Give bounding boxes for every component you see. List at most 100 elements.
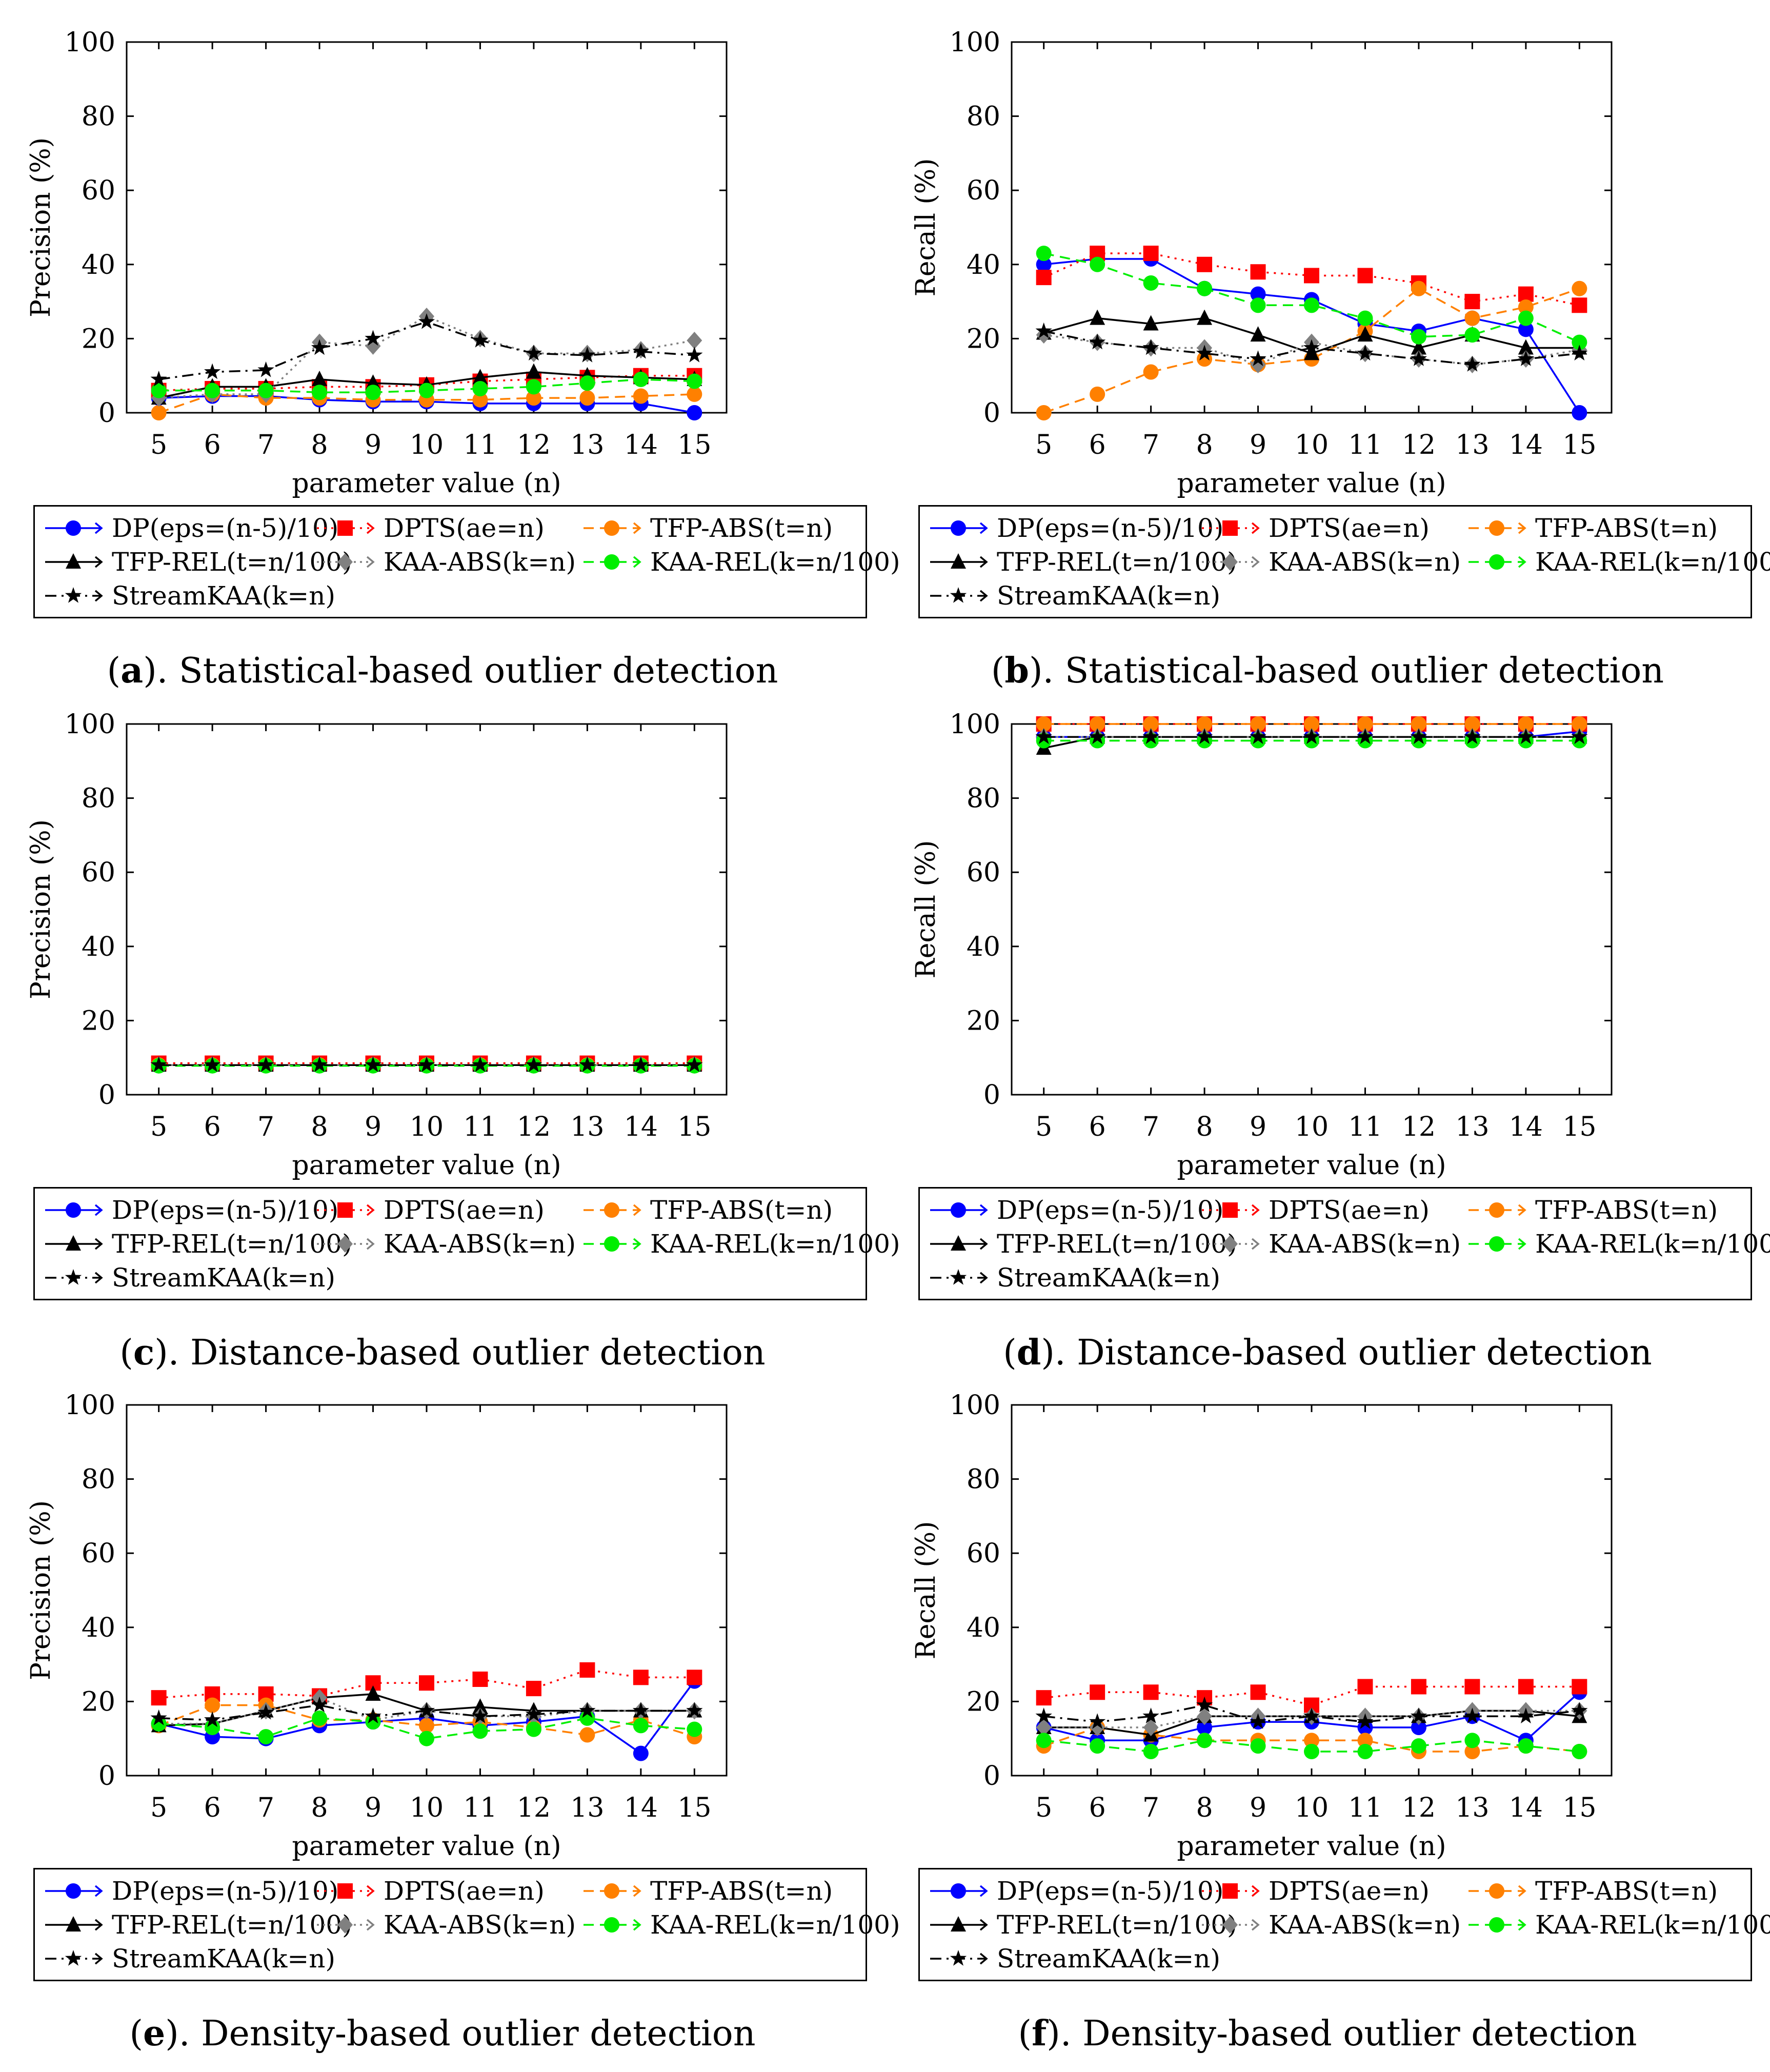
figure-caption: (b). Statistical-based outlier detection — [885, 650, 1770, 691]
legend-svg: DP(eps=(n-5)/10) DPTS(ae=n) TFP-ABS(t=n) TF… — [45, 1195, 900, 1293]
data-point-dpts — [1572, 1679, 1587, 1695]
legend-arrow-streamkaa — [94, 1272, 103, 1284]
chart-svg-d: 0 20 40 60 80 100 5 6 7 8 9 10 11 12 13 14 15 parameter v… — [911, 709, 1613, 1181]
data-point-dpts — [1464, 1679, 1480, 1695]
y-tick-label: 100 — [65, 27, 115, 58]
data-point-streamkaa — [1357, 728, 1374, 745]
series-streamkaa — [150, 1696, 703, 1727]
data-point-streamkaa — [686, 1056, 703, 1072]
data-point-kaarel — [151, 383, 167, 398]
caption-letter: a — [120, 650, 144, 691]
chart-panel-a: 0 20 40 60 80 100 5 6 7 8 9 10 11 12 13 14 15 parameter v… — [0, 0, 900, 691]
legend-label-tfprel: TFP-REL(t=n/100) — [997, 547, 1237, 577]
data-point-dp — [633, 1745, 649, 1761]
x-tick-label: 15 — [1562, 1112, 1596, 1142]
data-point-dp — [1197, 1720, 1213, 1736]
legend: DP(eps=(n-5)/10) DPTS(ae=n) TFP-ABS(t=n) TF… — [33, 505, 900, 618]
data-point-streamkaa — [150, 370, 167, 387]
data-point-streamkaa — [1089, 728, 1106, 745]
x-axis-label: parameter value (n) — [292, 1150, 561, 1181]
y-tick-label: 40 — [967, 1613, 1000, 1643]
data-point-streamkaa — [1464, 728, 1481, 745]
data-point-streamkaa — [1517, 728, 1534, 745]
series-dpts — [1036, 246, 1587, 313]
x-tick-label: 12 — [517, 430, 551, 460]
data-point-streamkaa — [525, 345, 542, 361]
data-point-dpts — [526, 1681, 541, 1697]
data-point-streamkaa — [1250, 728, 1266, 745]
data-point-tfprel — [1197, 309, 1213, 325]
data-point-streamkaa — [1571, 345, 1588, 361]
y-tick-label: 40 — [82, 932, 115, 962]
x-tick-label: 13 — [570, 1793, 604, 1823]
legend-svg: DP(eps=(n-5)/10) DPTS(ae=n) TFP-ABS(t=n) TF… — [930, 1876, 1770, 1974]
x-tick-label: 6 — [1089, 1793, 1106, 1823]
data-point-dpts — [633, 1669, 649, 1685]
legend-label-kaaabs: KAA-ABS(k=n) — [384, 1229, 576, 1259]
data-point-kaarel — [633, 1718, 649, 1734]
legend-arrow-tfprel — [979, 556, 988, 568]
legend-label-kaarel: KAA-REL(k=n/100) — [650, 1910, 900, 1940]
figure-caption: (d). Distance-based outlier detection — [885, 1332, 1770, 1373]
x-tick-label: 7 — [1142, 1112, 1159, 1142]
data-point-tfpabs — [1090, 716, 1105, 732]
data-point-tfpabs — [419, 1718, 434, 1734]
y-tick-label: 100 — [950, 1390, 1000, 1421]
data-point-streamkaa — [1517, 1707, 1534, 1724]
x-axis-label: parameter value (n) — [292, 1831, 561, 1862]
data-point-kaarel — [419, 1731, 434, 1746]
legend-label-tfpabs: TFP-ABS(t=n) — [1535, 1195, 1718, 1225]
legend-marker-kaaabs — [337, 1916, 353, 1934]
data-point-kaarel — [633, 371, 649, 387]
legend: DP(eps=(n-5)/10) DPTS(ae=n) TFP-ABS(t=n) TF… — [33, 1868, 900, 1981]
data-point-streamkaa — [472, 1707, 489, 1724]
data-point-streamkaa — [1250, 1713, 1266, 1729]
y-tick-label: 20 — [82, 1005, 115, 1036]
data-point-tfpabs — [1464, 716, 1480, 732]
data-point-streamkaa — [1035, 728, 1052, 745]
x-tick-label: 13 — [570, 430, 604, 460]
legend-marker-tfprel — [951, 1235, 966, 1251]
data-point-kaarel — [1304, 297, 1319, 313]
data-point-streamkaa — [311, 339, 328, 355]
legend-marker-tfprel — [951, 1916, 966, 1932]
legend-label-kaarel: KAA-REL(k=n/100) — [1535, 1910, 1770, 1940]
data-point-streamkaa — [257, 1056, 274, 1072]
legend-marker-dp — [66, 1883, 81, 1899]
data-point-kaarel — [312, 385, 328, 400]
legend-arrow-kaaabs — [1251, 1919, 1260, 1931]
x-tick-label: 8 — [1196, 1793, 1213, 1823]
legend-label-tfpabs: TFP-ABS(t=n) — [1535, 1876, 1718, 1906]
y-axis-label: Precision (%) — [26, 819, 56, 999]
data-point-dpts — [1304, 268, 1319, 284]
data-point-tfprel — [1518, 339, 1534, 355]
data-point-tfpabs — [1357, 716, 1373, 732]
legend-arrow-dpts — [366, 1885, 375, 1897]
legend-arrow-kaarel — [1518, 1238, 1526, 1250]
data-point-tfpabs — [472, 392, 488, 408]
legend-label-kaaabs: KAA-ABS(k=n) — [384, 547, 576, 577]
caption-open: ( — [119, 1333, 133, 1373]
caption-text: Density-based outlier detection — [190, 2014, 756, 2054]
caption-text: Distance-based outlier detection — [179, 1333, 766, 1373]
legend-marker-kaarel — [1489, 1917, 1504, 1933]
series-line-streamkaa — [1043, 330, 1580, 366]
chart-panel-e: 0 20 40 60 80 100 5 6 7 8 9 10 11 12 13 14 15 parameter v… — [0, 1363, 900, 2054]
legend-marker-kaaabs — [1222, 1235, 1238, 1253]
legend-marker-kaaabs — [337, 553, 353, 571]
legend-marker-dp — [951, 520, 966, 536]
legend-arrow-streamkaa — [94, 1953, 103, 1965]
data-point-streamkaa — [1142, 339, 1159, 355]
data-point-streamkaa — [365, 330, 381, 346]
legend-arrow-dp — [979, 1204, 988, 1216]
legend-marker-tfpabs — [1489, 1202, 1504, 1218]
y-tick-label: 20 — [82, 1686, 115, 1717]
data-point-tfpabs — [1143, 364, 1159, 380]
data-point-streamkaa — [579, 1056, 596, 1072]
legend-label-dpts: DPTS(ae=n) — [384, 513, 545, 543]
data-point-streamkaa — [632, 1056, 649, 1072]
data-point-kaaabs — [1090, 1719, 1105, 1737]
x-tick-label: 7 — [1142, 1793, 1159, 1823]
legend-label-dp: DP(eps=(n-5)/10) — [112, 1195, 338, 1225]
x-tick-label: 11 — [1348, 1793, 1382, 1823]
